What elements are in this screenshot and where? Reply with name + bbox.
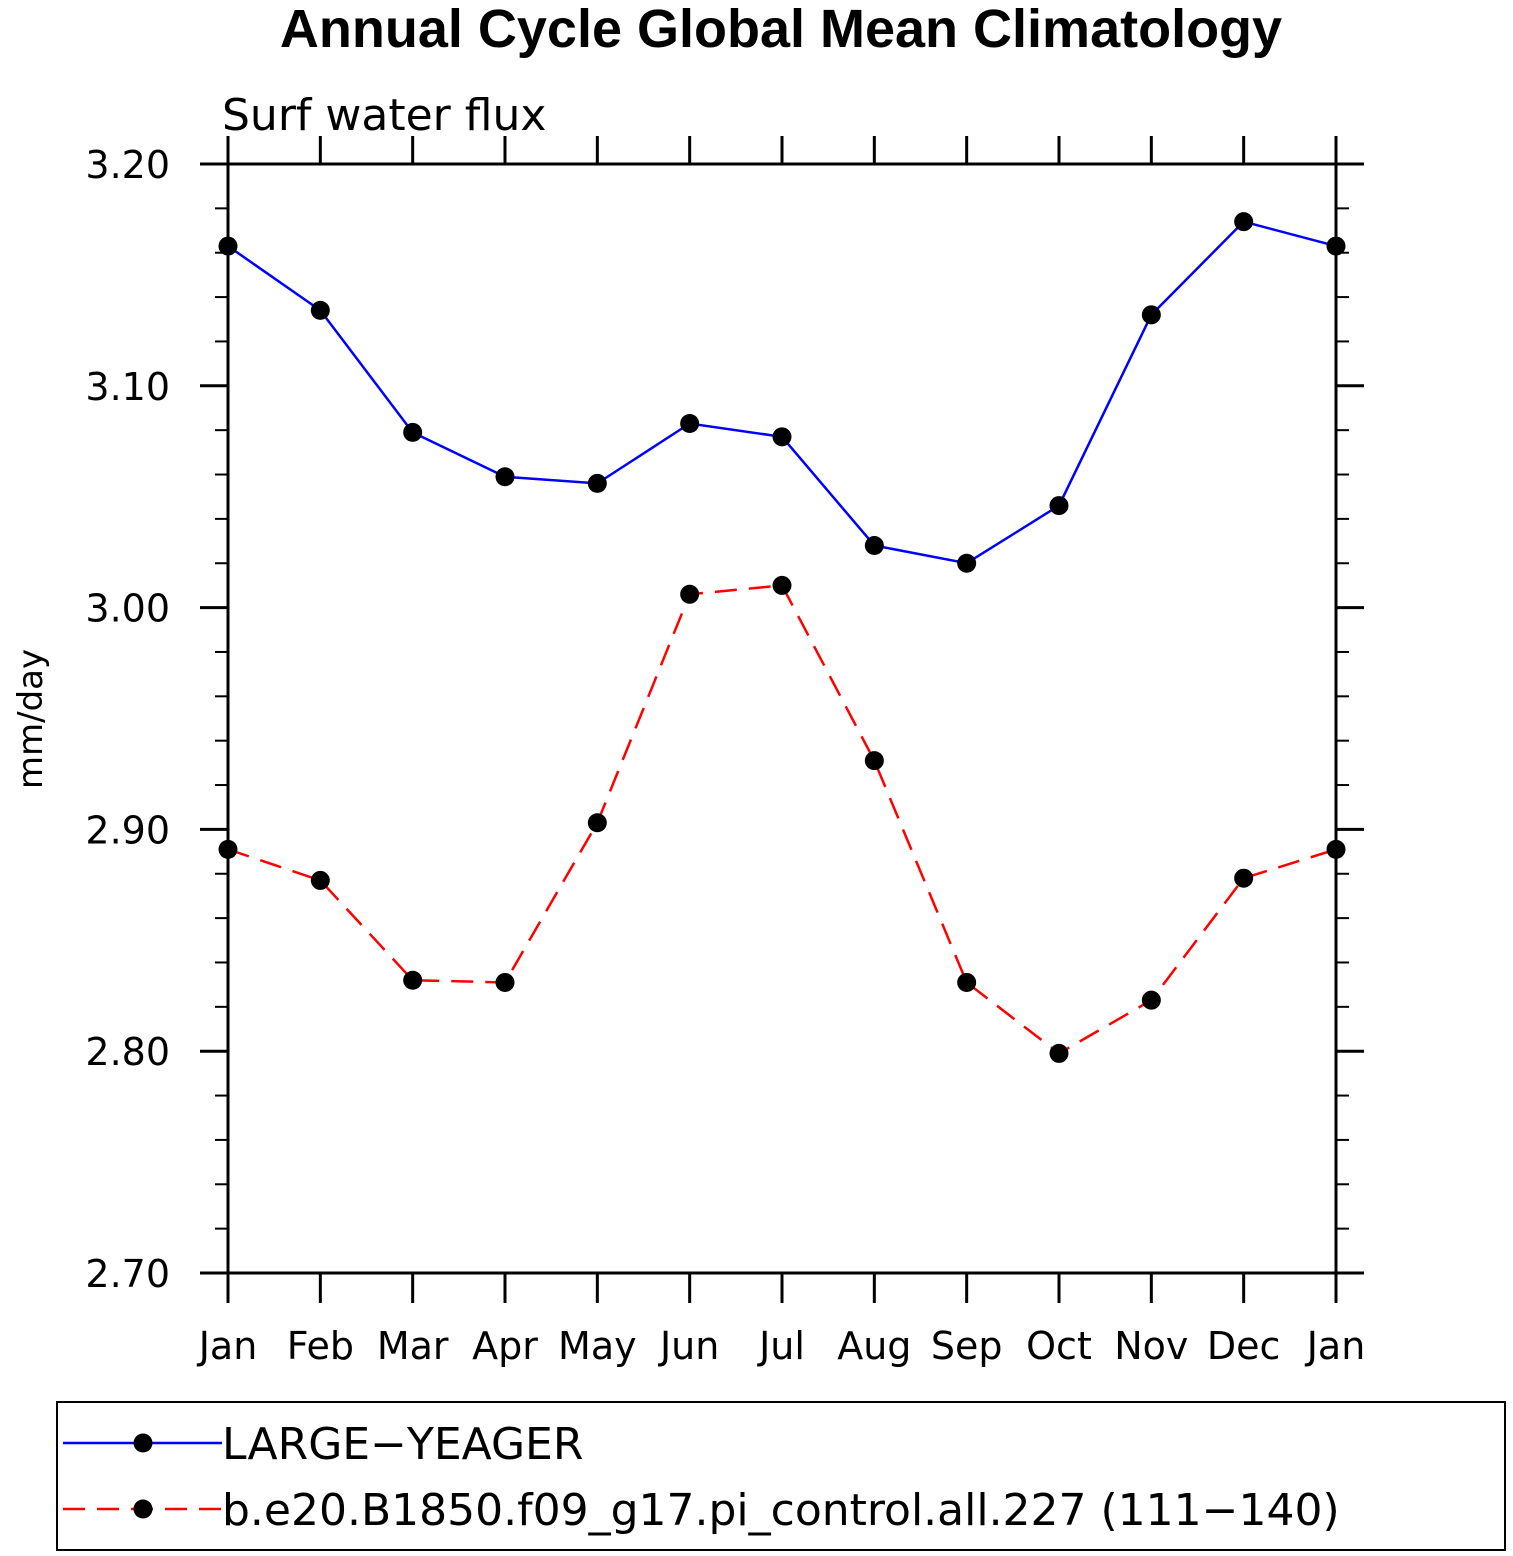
series-line-1 — [227, 220, 1337, 565]
series-2-point — [772, 575, 792, 595]
legend-label-1: LARGE−YEAGER — [222, 1419, 583, 1470]
x-tick-label: Feb — [287, 1324, 354, 1368]
series-1-point — [1326, 236, 1346, 256]
y-tick-label: 2.70 — [85, 1252, 170, 1296]
series-2-point — [403, 970, 423, 990]
series-1-point — [1049, 496, 1069, 516]
legend-marker-1 — [133, 1433, 153, 1453]
series-2-point — [1141, 990, 1161, 1010]
x-tick-label: Aug — [837, 1324, 911, 1368]
x-tick-label: Apr — [472, 1324, 538, 1368]
y-tick-label: 2.80 — [85, 1030, 170, 1074]
y-tick-label: 2.90 — [85, 808, 170, 852]
series-1-point — [495, 467, 515, 487]
x-tick-label: Jul — [757, 1324, 805, 1368]
series-2-point — [495, 972, 515, 992]
x-tick-label: Sep — [931, 1324, 1003, 1368]
x-tick-label: Dec — [1207, 1324, 1281, 1368]
x-tick-label: Jan — [1305, 1324, 1366, 1368]
axes: Jan Feb Mar Apr May Jun Jul Aug Sep Oct Nov Dec Jan 2… — [85, 136, 1365, 1368]
legend-label-2: b.e20.B1850.f09_g17.pi_control.all.227 (… — [222, 1485, 1340, 1536]
legend: LARGE−YEAGER b.e20.B1850.f09_g17.pi_contr… — [56, 1401, 1506, 1551]
x-tick-label: May — [558, 1324, 637, 1368]
series-2-point — [864, 751, 884, 771]
series-2-point — [310, 870, 330, 890]
series-1-point — [1141, 305, 1161, 325]
y-tick-label: 3.00 — [85, 587, 170, 631]
series-line-2 — [227, 584, 1337, 1055]
chart-subtitle: Surf water flux — [222, 90, 546, 141]
series-2-point — [1049, 1043, 1069, 1063]
legend-marker-2 — [133, 1499, 153, 1519]
series-1-point — [587, 473, 607, 493]
x-tick-label: Jun — [658, 1324, 719, 1368]
series-2-point — [587, 813, 607, 833]
series-2-point — [1326, 839, 1346, 859]
series-1-point — [772, 427, 792, 447]
series-2-point — [1234, 868, 1254, 888]
series-1-point — [403, 422, 423, 442]
series-2-point — [218, 839, 238, 859]
x-tick-label: Mar — [377, 1324, 449, 1368]
legend-box — [56, 1401, 1506, 1551]
x-tick-label: Oct — [1026, 1324, 1092, 1368]
y-tick-label: 3.20 — [85, 143, 170, 187]
x-tick-label: Nov — [1114, 1324, 1188, 1368]
y-tick-label: 3.10 — [85, 365, 170, 409]
series-1-point — [1234, 212, 1254, 232]
x-tick-label: Jan — [197, 1324, 258, 1368]
y-axis-label: mm/day — [11, 649, 51, 789]
series-2-point — [680, 584, 700, 604]
series-1-point — [680, 414, 700, 434]
series-layer — [218, 212, 1346, 1063]
chart-title: Annual Cycle Global Mean Climatology — [280, 0, 1282, 59]
series-1-point — [864, 535, 884, 555]
series-1-point — [310, 300, 330, 320]
series-1-point — [957, 553, 977, 573]
series-1-point — [218, 236, 238, 256]
series-2-point — [957, 972, 977, 992]
